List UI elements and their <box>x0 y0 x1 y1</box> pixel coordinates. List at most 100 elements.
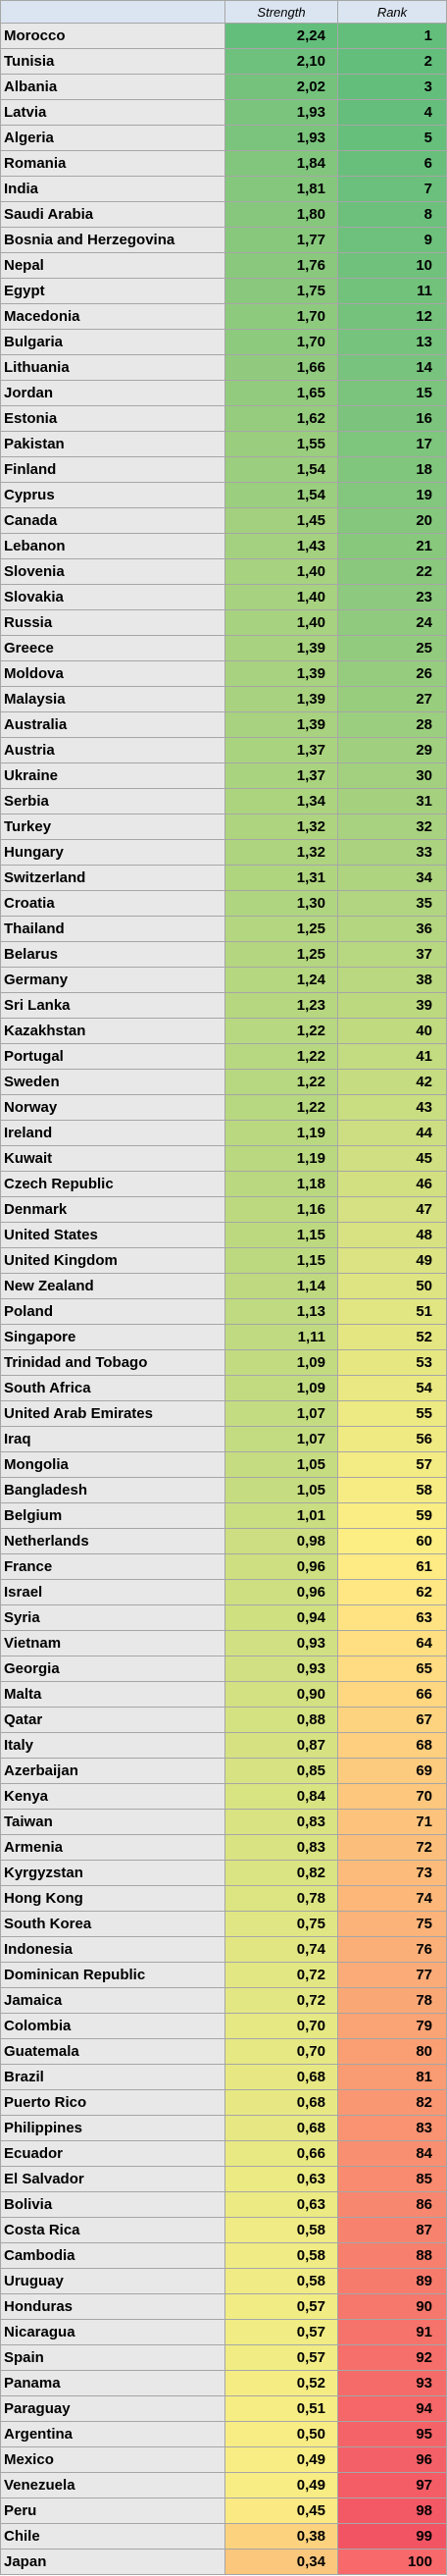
rank-cell[interactable]: 2 <box>337 48 447 75</box>
country-cell[interactable]: Romania <box>0 150 225 177</box>
table-row[interactable]: France 0,96 61 <box>0 1553 447 1580</box>
rank-cell[interactable]: 46 <box>337 1171 447 1197</box>
country-cell[interactable]: Spain <box>0 2344 225 2371</box>
rank-cell[interactable]: 16 <box>337 405 447 432</box>
strength-cell[interactable]: 1,81 <box>224 176 338 202</box>
rank-cell[interactable]: 34 <box>337 865 447 891</box>
rank-cell[interactable]: 47 <box>337 1196 447 1223</box>
rank-cell[interactable]: 65 <box>337 1656 447 1682</box>
rank-cell[interactable]: 28 <box>337 711 447 738</box>
strength-cell[interactable]: 1,39 <box>224 660 338 687</box>
strength-cell[interactable]: 1,09 <box>224 1349 338 1376</box>
country-cell[interactable]: Belarus <box>0 941 225 968</box>
country-cell[interactable]: South Korea <box>0 1911 225 1937</box>
rank-cell[interactable]: 27 <box>337 686 447 712</box>
country-cell[interactable]: Georgia <box>0 1656 225 1682</box>
rank-cell[interactable]: 7 <box>337 176 447 202</box>
rank-cell[interactable]: 19 <box>337 482 447 508</box>
table-row[interactable]: Kenya 0,84 70 <box>0 1783 447 1810</box>
table-row[interactable]: Bulgaria 1,70 13 <box>0 329 447 355</box>
country-cell[interactable]: United Kingdom <box>0 1247 225 1274</box>
strength-cell[interactable]: 0,87 <box>224 1732 338 1759</box>
table-row[interactable]: Hungary 1,32 33 <box>0 839 447 866</box>
rank-cell[interactable]: 77 <box>337 1962 447 1988</box>
table-row[interactable]: Uruguay 0,58 89 <box>0 2268 447 2294</box>
country-cell[interactable]: Mexico <box>0 2446 225 2473</box>
strength-cell[interactable]: 1,25 <box>224 941 338 968</box>
country-cell[interactable]: Indonesia <box>0 1936 225 1963</box>
table-row[interactable]: Trinidad and Tobago 1,09 53 <box>0 1349 447 1376</box>
table-row[interactable]: Iraq 1,07 56 <box>0 1426 447 1452</box>
strength-cell[interactable]: 1,65 <box>224 380 338 406</box>
country-cell[interactable]: Norway <box>0 1094 225 1121</box>
rank-cell[interactable]: 6 <box>337 150 447 177</box>
strength-cell[interactable]: 0,93 <box>224 1656 338 1682</box>
rank-cell[interactable]: 80 <box>337 2038 447 2065</box>
table-row[interactable]: Peru 0,45 98 <box>0 2497 447 2524</box>
rank-cell[interactable]: 50 <box>337 1273 447 1299</box>
country-cell[interactable]: Pakistan <box>0 431 225 457</box>
table-row[interactable]: Dominican Republic 0,72 77 <box>0 1962 447 1988</box>
country-cell[interactable]: Moldova <box>0 660 225 687</box>
table-row[interactable]: Ukraine 1,37 30 <box>0 762 447 789</box>
table-row[interactable]: Australia 1,39 28 <box>0 711 447 738</box>
country-cell[interactable]: Jamaica <box>0 1987 225 2014</box>
table-row[interactable]: Qatar 0,88 67 <box>0 1707 447 1733</box>
rank-cell[interactable]: 99 <box>337 2523 447 2550</box>
country-cell[interactable]: Sweden <box>0 1069 225 1095</box>
rank-cell[interactable]: 15 <box>337 380 447 406</box>
rank-cell[interactable]: 89 <box>337 2268 447 2294</box>
table-row[interactable]: Austria 1,37 29 <box>0 737 447 763</box>
rank-cell[interactable]: 95 <box>337 2421 447 2447</box>
table-row[interactable]: India 1,81 7 <box>0 176 447 202</box>
rank-cell[interactable]: 93 <box>337 2370 447 2396</box>
strength-cell[interactable]: 1,31 <box>224 865 338 891</box>
country-cell[interactable]: Malaysia <box>0 686 225 712</box>
rank-cell[interactable]: 17 <box>337 431 447 457</box>
rank-cell[interactable]: 78 <box>337 1987 447 2014</box>
country-cell[interactable]: Hungary <box>0 839 225 866</box>
table-row[interactable]: Turkey 1,32 32 <box>0 814 447 840</box>
table-row[interactable]: Singapore 1,11 52 <box>0 1324 447 1350</box>
strength-cell[interactable]: 1,13 <box>224 1298 338 1325</box>
country-cell[interactable]: Switzerland <box>0 865 225 891</box>
table-row[interactable]: Armenia 0,83 72 <box>0 1834 447 1861</box>
country-cell[interactable]: Mongolia <box>0 1451 225 1478</box>
table-row[interactable]: Venezuela 0,49 97 <box>0 2472 447 2498</box>
country-cell[interactable]: Singapore <box>0 1324 225 1350</box>
rank-cell[interactable]: 90 <box>337 2293 447 2320</box>
strength-cell[interactable]: 0,93 <box>224 1630 338 1656</box>
country-cell[interactable]: Jordan <box>0 380 225 406</box>
strength-cell[interactable]: 1,75 <box>224 278 338 304</box>
strength-cell[interactable]: 0,38 <box>224 2523 338 2550</box>
table-row[interactable]: Algeria 1,93 5 <box>0 125 447 151</box>
rank-cell[interactable]: 37 <box>337 941 447 968</box>
table-row[interactable]: Egypt 1,75 11 <box>0 278 447 304</box>
strength-cell[interactable]: 1,01 <box>224 1502 338 1529</box>
rank-cell[interactable]: 14 <box>337 354 447 381</box>
strength-cell[interactable]: 0,96 <box>224 1579 338 1605</box>
country-cell[interactable]: Dominican Republic <box>0 1962 225 1988</box>
strength-cell[interactable]: 1,22 <box>224 1018 338 1044</box>
strength-cell[interactable]: 1,93 <box>224 125 338 151</box>
strength-cell[interactable]: 0,70 <box>224 2013 338 2039</box>
table-row[interactable]: Pakistan 1,55 17 <box>0 431 447 457</box>
rank-cell[interactable]: 53 <box>337 1349 447 1376</box>
strength-cell[interactable]: 0,88 <box>224 1707 338 1733</box>
table-row[interactable]: Bosnia and Herzegovina 1,77 9 <box>0 227 447 253</box>
table-row[interactable]: Tunisia 2,10 2 <box>0 48 447 75</box>
strength-cell[interactable]: 0,57 <box>224 2319 338 2345</box>
strength-cell[interactable]: 0,72 <box>224 1987 338 2014</box>
strength-cell[interactable]: 2,24 <box>224 23 338 49</box>
strength-cell[interactable]: 0,96 <box>224 1553 338 1580</box>
strength-cell[interactable]: 1,11 <box>224 1324 338 1350</box>
table-row[interactable]: Jamaica 0,72 78 <box>0 1987 447 2014</box>
table-row[interactable]: Slovenia 1,40 22 <box>0 558 447 585</box>
table-row[interactable]: Malaysia 1,39 27 <box>0 686 447 712</box>
rank-cell[interactable]: 58 <box>337 1477 447 1503</box>
country-cell[interactable]: Tunisia <box>0 48 225 75</box>
country-cell[interactable]: Belgium <box>0 1502 225 1529</box>
country-cell[interactable]: Turkey <box>0 814 225 840</box>
table-row[interactable]: El Salvador 0,63 85 <box>0 2166 447 2192</box>
table-row[interactable]: Italy 0,87 68 <box>0 1732 447 1759</box>
